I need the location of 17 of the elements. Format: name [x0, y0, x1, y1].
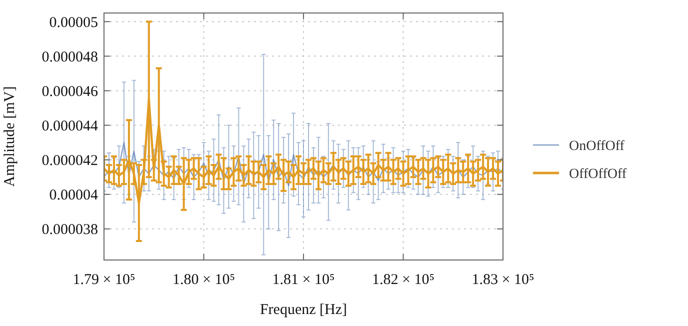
x-axis-title: Frequenz [Hz] [260, 302, 348, 318]
x-tick-label: 1.79 × 10⁵ [72, 272, 136, 288]
y-axis-title: Amplitude [mV] [2, 86, 18, 187]
y-tick-label: 0.000038 [42, 222, 98, 238]
y-tick-label: 0.000046 [42, 84, 98, 100]
x-tick-label: 1.80 × 10⁵ [172, 272, 235, 288]
x-tick-label: 1.83 × 10⁵ [472, 272, 534, 288]
y-tick-label: 0.00004 [49, 188, 98, 204]
legend-label: OnOffOff [569, 139, 625, 154]
y-tick-label: 0.000042 [42, 153, 98, 170]
y-tick-label: 0.00005 [49, 14, 98, 31]
x-tick-label: 1.81 × 10⁵ [272, 272, 335, 288]
x-tick-label: 1.82 × 10⁵ [372, 272, 434, 288]
y-tick-label: 0.000048 [42, 49, 98, 66]
y-tick-label: 0.000044 [42, 118, 98, 135]
line-series [104, 142, 503, 186]
legend-label: OffOffOff [569, 167, 627, 182]
